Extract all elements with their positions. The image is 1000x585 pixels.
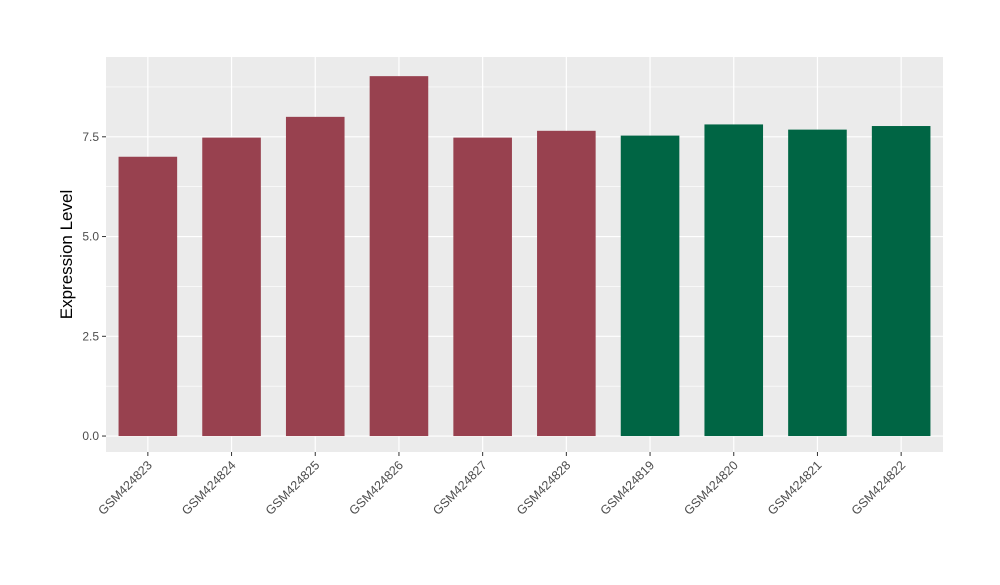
x-tick-label: GSM424828 xyxy=(514,458,574,518)
y-axis-label: Expression Level xyxy=(57,190,76,319)
x-tick-label: GSM424824 xyxy=(179,458,239,518)
x-tick-label: GSM424820 xyxy=(681,458,741,518)
bar-GSM424822 xyxy=(871,126,931,437)
bar-GSM424825 xyxy=(285,116,345,437)
x-tick-label: GSM424827 xyxy=(430,458,490,518)
bar-GSM424823 xyxy=(118,156,178,437)
bar-GSM424824 xyxy=(202,137,261,437)
bar-GSM424826 xyxy=(369,76,429,437)
y-tick-label: 2.5 xyxy=(82,329,99,343)
bar-GSM424827 xyxy=(453,137,512,437)
x-tick-label: GSM424822 xyxy=(849,458,909,518)
x-tick-label: GSM424823 xyxy=(95,458,155,518)
bar-GSM424821 xyxy=(788,129,847,437)
y-tick-label: 0.0 xyxy=(82,429,99,443)
x-tick-label: GSM424826 xyxy=(347,458,407,518)
x-tick-label: GSM424825 xyxy=(263,458,323,518)
bars xyxy=(118,76,931,437)
y-tick-label: 7.5 xyxy=(82,130,99,144)
y-tick-label: 5.0 xyxy=(82,230,99,244)
bar-GSM424820 xyxy=(704,124,764,437)
bar-GSM424828 xyxy=(537,130,596,437)
x-tick-label: GSM424821 xyxy=(765,458,825,518)
bar-GSM424819 xyxy=(620,135,680,437)
x-tick-label: GSM424819 xyxy=(598,458,658,518)
